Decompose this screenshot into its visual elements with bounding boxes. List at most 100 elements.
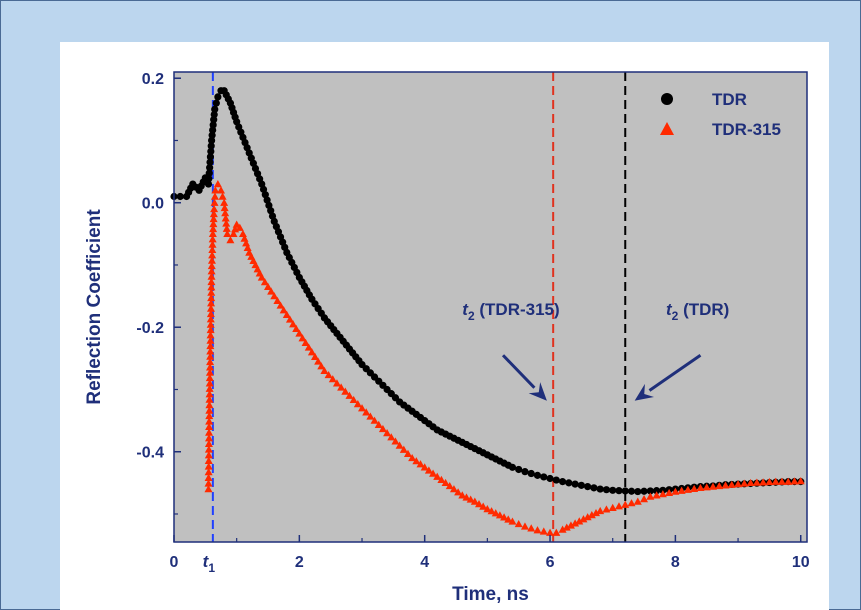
tdr-315-point (213, 180, 222, 188)
tdr-315-point (433, 472, 442, 480)
tdr-315-point (205, 363, 214, 371)
legend-label: TDR-315 (712, 120, 781, 139)
tdr-315-point (207, 267, 216, 275)
tdr-315-point (282, 310, 291, 318)
tdr-315-point (204, 445, 213, 453)
tdr-315-point (207, 277, 216, 286)
tdr-point (584, 482, 592, 491)
figure-panel: t2 (TDR-315) t2 (TDR) 0 2 4 6 8 10 t1 0.2 0.0 -0.2… (60, 42, 829, 610)
tdr-315-point (746, 478, 755, 487)
tdr-point (206, 153, 215, 161)
tdr-315-point (677, 486, 686, 494)
tdr-315-point (575, 517, 584, 525)
tdr-315-point (222, 224, 231, 232)
tdr-315-point (240, 234, 249, 242)
tdr-315-point (221, 209, 230, 217)
tdr-point (176, 192, 184, 201)
tdr-315-point (204, 462, 213, 470)
tdr-315-point (204, 468, 213, 476)
plot-border (173, 71, 808, 543)
tdr-315-point (466, 495, 475, 503)
tdr-point (533, 471, 542, 479)
tdr-315-point (587, 511, 596, 519)
tdr-315-point (332, 379, 341, 387)
series-tdr-315 (204, 180, 805, 536)
tdr-315-point (206, 309, 215, 318)
annotation-label-1: t2 (TDR) (666, 300, 729, 323)
tdr-315-point (429, 469, 438, 477)
tdr-315-point (690, 484, 699, 492)
tdr-315-point (204, 456, 213, 464)
tdr-315-point (208, 245, 217, 254)
tdr-315-point (366, 412, 375, 420)
tdr-315-point (205, 428, 214, 436)
tdr-315-point (207, 293, 216, 302)
tdr-315-point (207, 261, 216, 270)
tdr-315-point (752, 478, 761, 486)
tdr-315-point (391, 437, 400, 445)
tdr-315-point (207, 283, 216, 291)
tdr-315-point (412, 457, 421, 465)
tdr-315-point (206, 331, 215, 339)
tdr-315-point (652, 491, 661, 499)
tdr-point (508, 463, 517, 471)
tdr-315-point (500, 513, 509, 521)
tdr-315-point (218, 192, 227, 200)
tdr-315-point (243, 243, 252, 252)
tdr-315-point (416, 460, 425, 468)
tdr-315-point (273, 296, 282, 304)
tdr-point (552, 476, 560, 484)
tdr-315-point (462, 493, 471, 501)
tdr-315-point (790, 477, 799, 485)
y-tick-label: -0.4 (136, 445, 164, 462)
tdr-315-point (235, 223, 244, 231)
tdr-315-point (403, 449, 412, 458)
tdr-315-point (205, 379, 214, 387)
tdr-315-point (205, 373, 214, 382)
tdr-point (206, 164, 214, 172)
tdr-315-point (205, 384, 214, 392)
tdr-315-point (209, 219, 218, 228)
tdr-315-point (374, 420, 383, 428)
tdr-315-point (533, 526, 542, 534)
tdr-315-point (383, 429, 392, 437)
tdr-315-point (204, 473, 213, 481)
tdr-315-point (479, 502, 488, 510)
tdr-point (205, 175, 213, 183)
tdr-315-point (571, 519, 580, 527)
tdr-point (204, 180, 213, 188)
tdr-315-point (204, 479, 213, 487)
tdr-315-point (209, 214, 218, 223)
tdr-315-point (614, 502, 623, 510)
tdr-315-point (702, 483, 711, 491)
tdr-315-point (205, 390, 214, 398)
tdr-point (207, 147, 215, 155)
tdr-315-point (206, 325, 215, 334)
t1-label: t1 (203, 552, 216, 575)
tdr-315-point (314, 357, 323, 365)
tdr-315-point (608, 503, 617, 511)
tdr-315-point (579, 515, 588, 523)
tdr-315-point (696, 483, 705, 492)
tdr-315-point (596, 506, 605, 515)
tdr-point (521, 468, 529, 476)
tdr-315-point (204, 451, 213, 459)
tdr-315-point (220, 198, 229, 206)
tdr-315-point (734, 480, 743, 488)
tdr-point (208, 131, 216, 139)
tdr-315-point (207, 256, 216, 264)
tdr-315-point (665, 488, 674, 497)
tdr-315-point (301, 338, 310, 346)
tdr-point (640, 487, 648, 495)
tdr-point (527, 469, 535, 478)
tdr-315-point (546, 528, 555, 536)
tdr-315-point (206, 357, 215, 366)
tdr-315-point (562, 523, 571, 531)
tdr-point (210, 110, 218, 119)
legend-marker-tdr-315 (660, 122, 674, 135)
tdr-315-point (207, 272, 216, 280)
reflection-coefficient-chart: t2 (TDR-315) t2 (TDR) 0 2 4 6 8 10 t1 0.2 0.0 -0.2… (84, 71, 810, 605)
tdr-315-point (721, 481, 730, 489)
tdr-315-point (204, 434, 213, 442)
tdr-315-point (399, 445, 408, 453)
